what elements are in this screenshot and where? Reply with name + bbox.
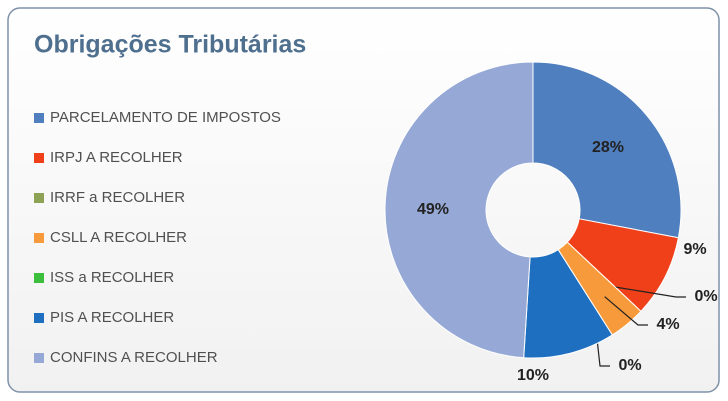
legend-swatch bbox=[34, 353, 44, 363]
slice bbox=[532, 61, 682, 239]
legend-label: PARCELAMENTO DE IMPOSTOS bbox=[50, 109, 281, 126]
legend-swatch bbox=[34, 313, 44, 323]
legend-label: IRPJ A RECOLHER bbox=[50, 149, 183, 166]
legend-label: CONFINS A RECOLHER bbox=[50, 349, 218, 366]
legend-label: IRRF a RECOLHER bbox=[50, 189, 185, 206]
legend-label: CSLL A RECOLHER bbox=[50, 229, 187, 246]
data-label: 0% bbox=[618, 357, 641, 374]
legend-swatch bbox=[34, 233, 44, 243]
data-label: 10% bbox=[517, 367, 549, 384]
leader-line bbox=[604, 296, 648, 326]
data-label: 9% bbox=[683, 241, 706, 258]
legend-label: ISS a RECOLHER bbox=[50, 269, 174, 286]
legend-swatch bbox=[34, 113, 44, 123]
data-label: 49% bbox=[417, 201, 449, 218]
data-label: 0% bbox=[694, 288, 717, 305]
legend-swatch bbox=[34, 273, 44, 283]
slice bbox=[384, 61, 534, 359]
data-label: 28% bbox=[592, 139, 624, 156]
chart-title: Obrigações Tributárias bbox=[34, 31, 306, 59]
legend-label: PIS A RECOLHER bbox=[50, 309, 174, 326]
legend-swatch bbox=[34, 153, 44, 163]
legend-swatch bbox=[34, 193, 44, 203]
data-label: 4% bbox=[656, 316, 679, 333]
leader-line bbox=[614, 286, 686, 298]
